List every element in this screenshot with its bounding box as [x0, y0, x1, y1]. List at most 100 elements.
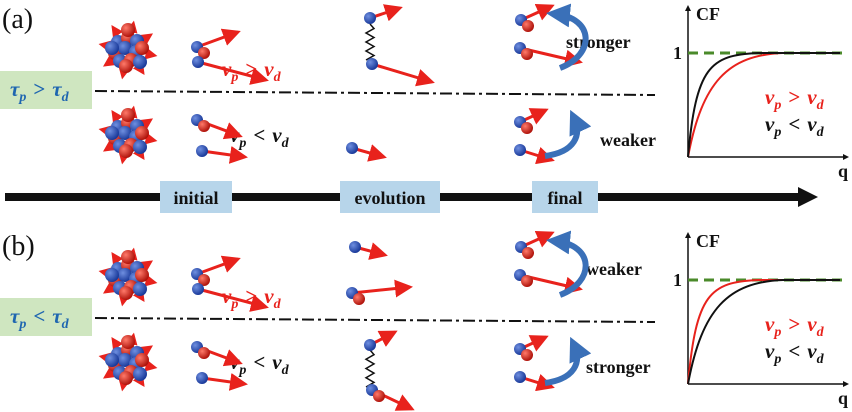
correlation-arrow	[545, 118, 577, 156]
proton	[521, 122, 533, 134]
y-tick-label: 1	[673, 270, 682, 290]
proton	[119, 59, 133, 73]
emission-arrow	[143, 347, 151, 353]
velocity-arrow	[202, 378, 245, 384]
correlation-arrow	[555, 241, 586, 295]
legend-entry: vp>vd	[765, 85, 825, 113]
spring	[366, 350, 374, 387]
neutron	[105, 353, 119, 367]
spring	[366, 24, 374, 60]
subscript: p	[238, 136, 246, 151]
velocity-arrow	[197, 32, 238, 47]
x-axis-label: q	[838, 161, 848, 181]
x-axis-label: q	[838, 388, 848, 408]
subscript: p	[18, 90, 26, 105]
neutron	[133, 140, 147, 154]
proton	[135, 41, 149, 55]
separator	[95, 318, 655, 322]
separator	[95, 91, 655, 95]
subscript: p	[773, 352, 781, 367]
stage-label: initial	[173, 188, 218, 208]
proton	[353, 293, 365, 305]
velocity-arrow	[197, 259, 238, 274]
figure: initialevolutionfinal(a)τp>τdvp>vdvp<vds…	[0, 0, 852, 412]
operator: >	[788, 85, 800, 109]
subscript: d	[817, 98, 825, 113]
panel-label: (a)	[2, 4, 33, 35]
neutron	[133, 55, 147, 69]
subscript: d	[282, 136, 290, 151]
subscript: p	[773, 98, 781, 113]
neutron	[346, 142, 358, 154]
y-axis-label: CF	[696, 4, 720, 24]
subscript: d	[274, 297, 282, 312]
proton	[119, 286, 133, 300]
proton	[119, 144, 133, 158]
y-tick-label: 1	[673, 43, 682, 63]
neutron	[192, 283, 204, 295]
emission-arrow	[146, 54, 156, 56]
operator: >	[33, 77, 45, 101]
emission-arrow	[105, 287, 113, 293]
emission-arrow	[105, 60, 113, 66]
condition: τp<τd	[10, 304, 70, 332]
operator: <	[33, 304, 45, 328]
neutron	[196, 372, 208, 384]
subscript: d	[817, 125, 825, 140]
emission-arrow	[143, 262, 151, 268]
proton	[522, 20, 534, 32]
emission-arrow	[113, 112, 119, 120]
correlation-arrow	[545, 345, 577, 383]
emission-arrow	[105, 145, 113, 151]
legend-entry: vp>vd	[765, 312, 825, 340]
proton	[121, 108, 135, 122]
stage-label: final	[547, 188, 582, 208]
subscript: d	[817, 325, 825, 340]
neutron	[349, 241, 361, 253]
neutron	[105, 41, 119, 55]
operator: <	[788, 112, 800, 136]
subscript: d	[282, 363, 290, 378]
panel-label: (b)	[2, 231, 35, 262]
y-axis-label: CF	[696, 231, 720, 251]
subscript: d	[62, 317, 70, 332]
proton	[121, 335, 135, 349]
subscript: p	[773, 325, 781, 340]
velocity-arrow	[352, 287, 410, 293]
neutron	[133, 282, 147, 296]
operator: <	[788, 339, 800, 363]
emission-arrow	[105, 372, 113, 378]
proton	[135, 268, 149, 282]
subscript: d	[274, 70, 282, 85]
timeline-arrowhead	[798, 187, 818, 207]
effect-label: stronger	[586, 357, 651, 377]
neutron	[366, 58, 378, 70]
emission-arrow	[143, 120, 151, 126]
effect-label: stronger	[566, 32, 631, 52]
subscript: p	[238, 363, 246, 378]
stage-label: evolution	[354, 188, 425, 208]
neutron	[514, 144, 526, 156]
proton	[198, 120, 210, 132]
proton	[521, 349, 533, 361]
proton	[198, 347, 210, 359]
velocity-arrow	[202, 151, 245, 157]
neutron	[105, 268, 119, 282]
condition: τp>τd	[10, 77, 70, 105]
subscript: p	[18, 317, 26, 332]
neutron	[196, 145, 208, 157]
legend-entry: vp<vd	[765, 112, 825, 140]
neutron	[364, 339, 376, 351]
emission-arrow	[113, 254, 119, 262]
subscript: d	[62, 90, 70, 105]
effect-label: weaker	[600, 130, 656, 150]
proton	[121, 23, 135, 37]
operator: <	[253, 123, 265, 147]
operator: <	[253, 350, 265, 374]
proton	[522, 247, 534, 259]
emission-arrow	[113, 339, 119, 347]
emission-arrow	[146, 139, 156, 141]
proton	[135, 353, 149, 367]
effect-label: weaker	[586, 259, 642, 279]
neutron	[192, 56, 204, 68]
